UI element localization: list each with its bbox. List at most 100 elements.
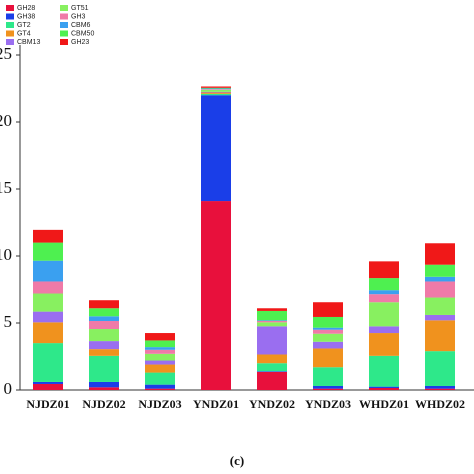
bar-segment: [145, 340, 175, 348]
bar-segment: [257, 310, 287, 321]
bar-segment: [33, 260, 63, 282]
legend-label: GH38: [17, 13, 35, 20]
y-tick-label: 0: [4, 379, 13, 398]
bar-segment: [89, 341, 119, 350]
bar-segment: [145, 384, 175, 389]
bar-segment: [425, 385, 455, 389]
bar-segment: [145, 360, 175, 365]
bar-segment: [313, 348, 343, 368]
bar-segment: [33, 242, 63, 261]
x-tick-label: NJDZ01: [26, 397, 69, 411]
y-tick-label: 5: [4, 312, 13, 331]
bar-segment: [425, 264, 455, 277]
legend-label: GH23: [71, 39, 89, 46]
bar-segment: [369, 278, 399, 291]
x-tick-label: WHDZ02: [415, 397, 465, 411]
bar-segment: [145, 388, 175, 390]
legend-swatch: [6, 30, 14, 37]
legend-swatch: [6, 13, 14, 20]
bar-segment: [145, 349, 175, 354]
legend-label: GT4: [17, 30, 31, 37]
bar-segment: [89, 320, 119, 330]
legend-swatch: [6, 39, 14, 45]
bar-segment: [257, 320, 287, 321]
x-tick-label: YNDZ03: [305, 397, 351, 411]
bar-segment: [33, 343, 63, 382]
bar-segment: [425, 351, 455, 386]
bar-segment: [425, 276, 455, 282]
legend-swatch: [60, 22, 68, 28]
bar-segment: [201, 89, 231, 90]
bar-segment: [313, 341, 343, 349]
bar-segment: [33, 281, 63, 294]
legend-swatch: [6, 22, 14, 28]
bar-segment: [257, 371, 287, 390]
x-tick-label: YNDZ01: [193, 397, 239, 411]
bar-segment: [369, 387, 399, 390]
legend-swatch: [6, 5, 14, 11]
caption: (c): [230, 453, 244, 468]
bar-segment: [369, 302, 399, 327]
x-tick-label: NJDZ02: [82, 397, 125, 411]
bar-segment: [257, 354, 287, 364]
bar-segment: [369, 355, 399, 387]
bar-segment: [313, 327, 343, 330]
bar-segment: [201, 86, 231, 88]
legend-swatch: [60, 30, 68, 37]
y-tick-label: 25: [0, 44, 12, 63]
bar-segment: [33, 311, 63, 323]
bar-segment: [145, 364, 175, 373]
bar-segment: [313, 388, 343, 390]
bar-segment: [257, 322, 287, 327]
bar-segment: [313, 329, 343, 334]
bar-segment: [369, 294, 399, 303]
bar-segment: [369, 326, 399, 334]
bar-segment: [313, 316, 343, 328]
legend-swatch: [60, 5, 68, 11]
bar-segment: [425, 297, 455, 315]
bar-segment: [89, 349, 119, 356]
legend-label: CBM13: [17, 39, 40, 46]
x-tick-label: WHDZ01: [359, 397, 409, 411]
bar-segment: [145, 347, 175, 350]
bar-segment: [145, 372, 175, 385]
legend-swatch: [60, 13, 68, 20]
bar-segment: [369, 333, 399, 356]
bar-segment: [33, 381, 63, 384]
legend-label: GH28: [17, 5, 35, 12]
bar-segment: [89, 387, 119, 390]
bar-segment: [89, 355, 119, 382]
bar-segment: [201, 95, 231, 202]
bar-segment: [201, 87, 231, 89]
bar-segment: [425, 314, 455, 321]
bar-segment: [89, 316, 119, 321]
bar-segment: [369, 261, 399, 279]
bar-segment: [369, 386, 399, 388]
bar-segment: [425, 243, 455, 265]
bar-segment: [425, 320, 455, 352]
bar-segment: [201, 201, 231, 390]
bar-segment: [425, 281, 455, 298]
legend-label: CBM6: [71, 22, 91, 29]
bar-segment: [257, 308, 287, 311]
bar-segment: [201, 92, 231, 94]
bar-segment: [257, 326, 287, 355]
y-tick-label: 10: [0, 245, 12, 264]
x-tick-label: YNDZ02: [249, 397, 295, 411]
bar-segment: [313, 367, 343, 386]
bar-segment: [201, 89, 231, 92]
bar-segment: [369, 290, 399, 295]
bar-segment: [33, 229, 63, 243]
bar-segment: [89, 300, 119, 309]
bar-segment: [257, 371, 287, 372]
legend-label: GH3: [71, 13, 86, 20]
bar-segment: [145, 333, 175, 341]
bar-segment: [313, 302, 343, 317]
bar-segment: [313, 385, 343, 389]
y-tick-label: 20: [0, 111, 12, 130]
bar-segment: [425, 388, 455, 390]
bar-segment: [201, 93, 231, 96]
x-tick-label: NJDZ03: [138, 397, 181, 411]
bar-segment: [89, 329, 119, 342]
